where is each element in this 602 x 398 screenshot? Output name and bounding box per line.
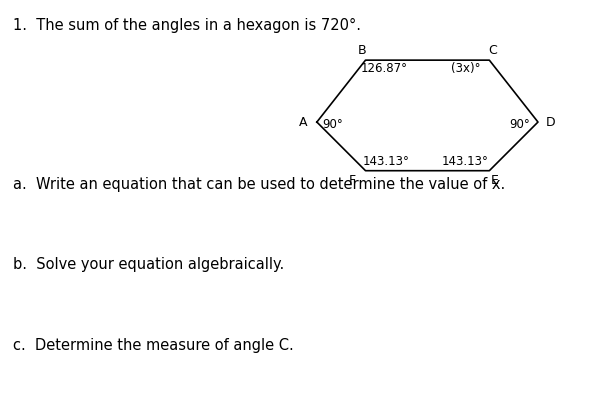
Text: 126.87°: 126.87° <box>361 62 408 76</box>
Text: A: A <box>299 115 308 129</box>
Text: 90°: 90° <box>323 118 343 131</box>
Text: 1.  The sum of the angles in a hexagon is 720°.: 1. The sum of the angles in a hexagon is… <box>13 18 361 33</box>
Text: D: D <box>545 115 555 129</box>
Text: F: F <box>349 174 356 187</box>
Text: b.  Solve your equation algebraically.: b. Solve your equation algebraically. <box>13 257 285 272</box>
Text: B: B <box>358 44 367 57</box>
Text: (3x)°: (3x)° <box>452 62 481 76</box>
Text: a.  Write an equation that can be used to determine the value of x.: a. Write an equation that can be used to… <box>13 177 506 192</box>
Text: 90°: 90° <box>509 118 530 131</box>
Text: 143.13°: 143.13° <box>442 155 488 168</box>
Text: c.  Determine the measure of angle C.: c. Determine the measure of angle C. <box>13 338 294 353</box>
Text: E: E <box>491 174 499 187</box>
Text: 143.13°: 143.13° <box>363 155 410 168</box>
Text: C: C <box>488 44 497 57</box>
